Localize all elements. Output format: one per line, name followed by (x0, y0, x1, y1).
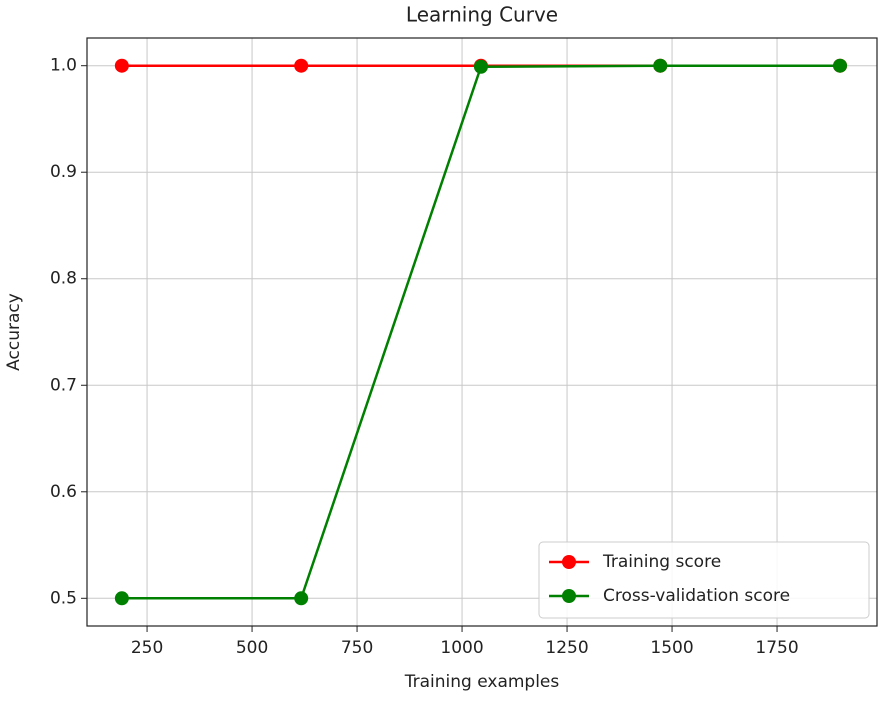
plot-frame (86, 37, 878, 627)
point (294, 58, 309, 73)
x-tick-label: 750 (341, 638, 373, 658)
series-line (121, 64, 841, 600)
x-tick-label: 1500 (650, 638, 693, 658)
point (294, 591, 309, 606)
y-tick-label: 0.6 (50, 482, 77, 502)
legend-box (538, 541, 870, 619)
x-tick-label: 250 (131, 638, 163, 658)
y-tick-label: 0.5 (50, 588, 77, 608)
legend-marker (562, 555, 576, 569)
chart-title: Learning Curve (406, 3, 558, 27)
point (114, 591, 129, 606)
y-tick-label: 0.9 (50, 162, 77, 182)
point (114, 58, 129, 73)
y-axis-label: Accuracy (4, 293, 24, 371)
x-tick-label: 1250 (545, 638, 588, 658)
y-tick-label: 0.7 (50, 375, 77, 395)
legend-label: Training score (602, 552, 721, 572)
y-tick-label: 1.0 (50, 56, 77, 76)
y-tick-label: 0.8 (50, 269, 77, 289)
point (473, 59, 488, 74)
point (653, 58, 668, 73)
x-axis-label: Training examples (404, 672, 560, 692)
x-tick-label: 1000 (440, 638, 483, 658)
point (833, 58, 848, 73)
x-tick-label: 1750 (755, 638, 798, 658)
legend-marker (562, 589, 576, 603)
legend-label: Cross-validation score (603, 586, 790, 606)
x-tick-label: 500 (236, 638, 268, 658)
